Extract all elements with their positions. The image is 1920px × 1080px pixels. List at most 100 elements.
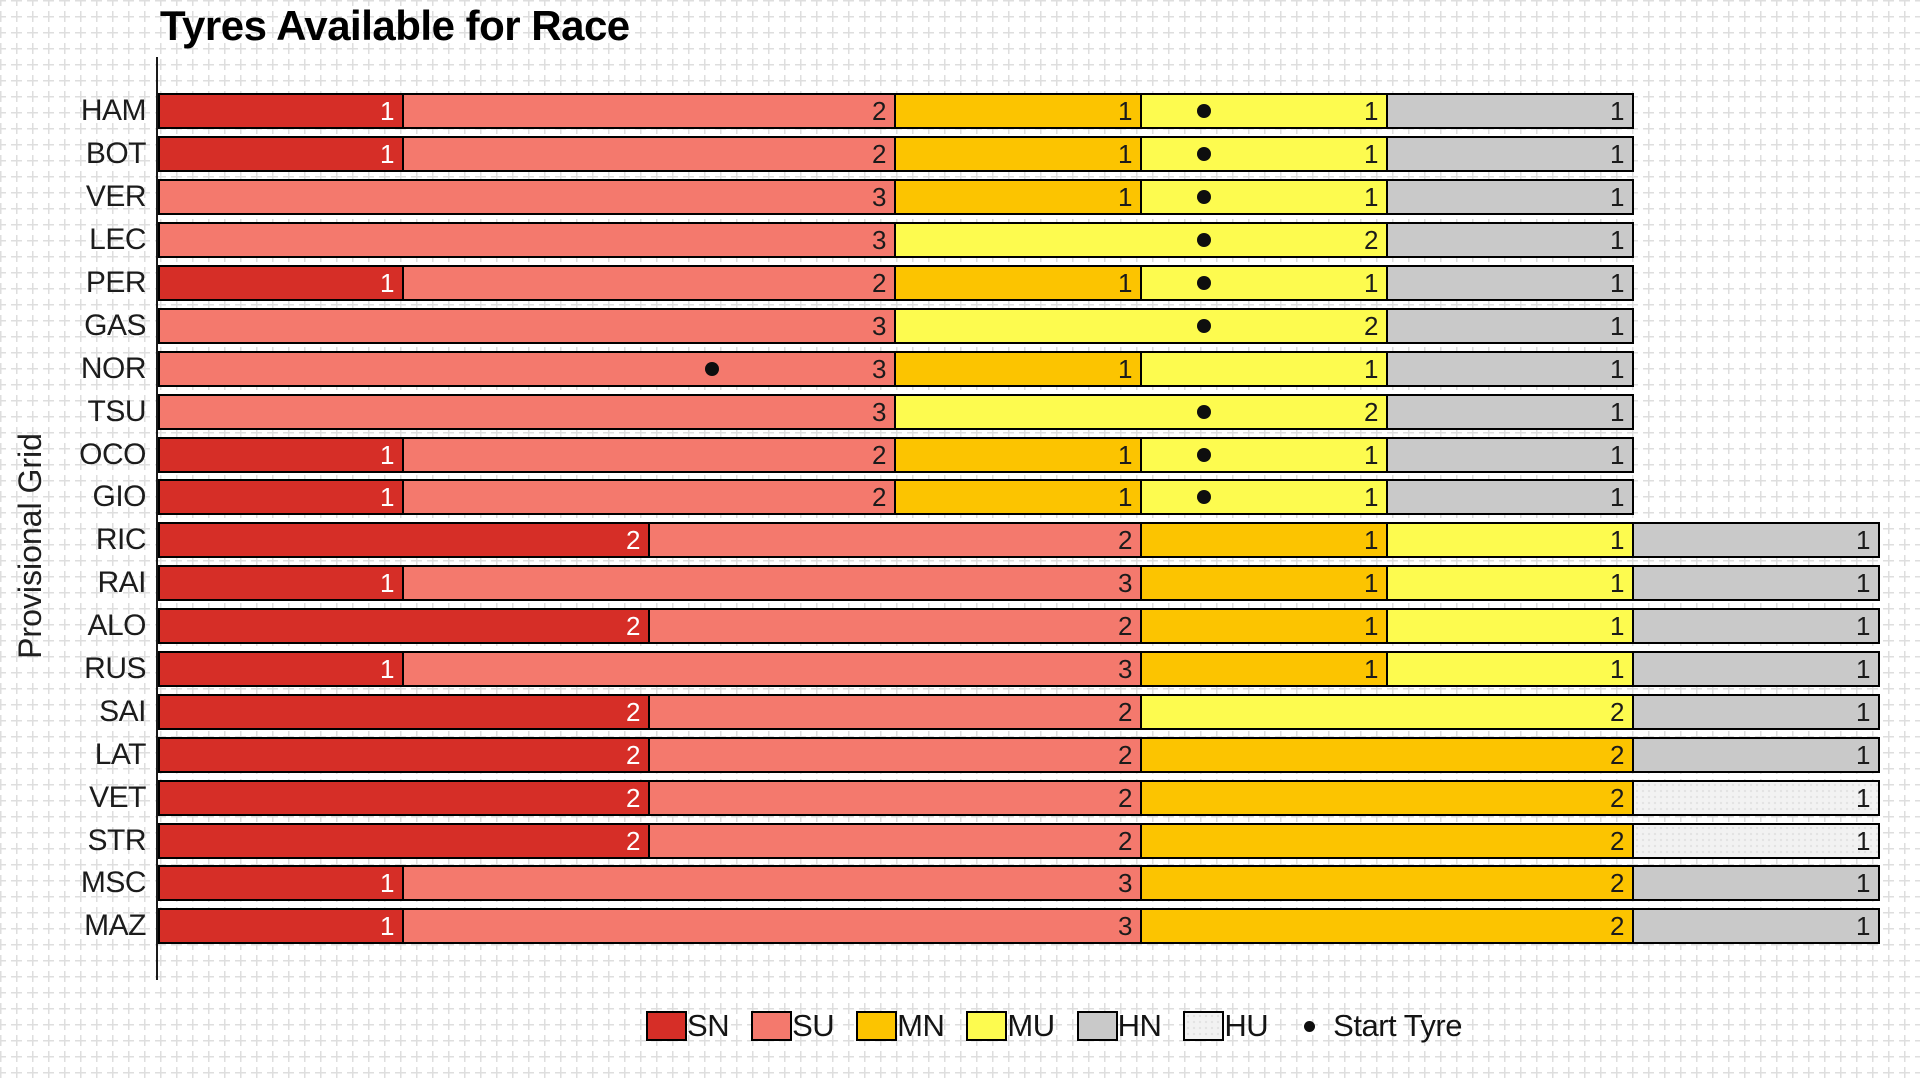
tyre-bar: 3 2 1 [158,222,1634,259]
legend-item-hu: HU [1183,1008,1269,1044]
tyre-segment-hu: 1 [1631,822,1880,859]
tyre-count-label: 1 [1610,268,1624,298]
tyre-count-label: 1 [1364,96,1378,127]
tyre-count-label: 1 [1610,225,1624,256]
start-tyre-dot-icon [1196,190,1211,205]
legend-swatch-hn [1076,1011,1118,1041]
tyre-count-label: 1 [1610,568,1624,599]
driver-label: RAI [97,566,146,600]
tyre-segment-su: 2 [401,436,896,473]
tyre-bar: 1 2 1 1 1 [158,136,1634,173]
tyre-count-label: 1 [1856,611,1870,642]
tyre-count-label: 2 [1610,868,1624,899]
tyre-segment-hn: 1 [1385,436,1634,473]
driver-label: SAI [99,694,146,728]
legend-swatch-sn [646,1011,688,1041]
start-tyre-dot-icon [1196,147,1211,162]
tyre-count-label: 2 [1610,825,1624,856]
legend-item-su: SU [751,1008,835,1044]
tyre-count-label: 1 [1856,911,1870,942]
tyre-segment-mu: 1 [1139,436,1388,473]
tyre-count-label: 1 [380,654,394,685]
tyre-count-label: 1 [1856,525,1870,556]
legend-swatch-mn [856,1011,898,1041]
tyre-bar: 1 2 1 1 1 [158,479,1634,516]
tyre-segment-hn: 1 [1631,865,1880,902]
tyre-segment-sn: 1 [158,565,404,602]
tyre-segment-mn: 2 [1139,779,1634,816]
legend-item-mu: MU [966,1008,1055,1044]
driver-row: HAM 1 2 1 1 1 [0,90,1920,133]
tyre-count-label: 1 [1364,654,1378,685]
tyre-count-label: 1 [1610,182,1624,213]
tyre-count-label: 1 [1856,696,1870,727]
tyre-count-label: 1 [1118,182,1132,213]
tyre-segment-mu: 1 [1139,265,1388,301]
tyre-segment-hn: 1 [1385,393,1634,430]
driver-row: SAI 2 2 2 1 [0,690,1920,733]
tyre-bar: 1 3 1 1 1 [158,565,1880,602]
tyre-segment-hn: 1 [1385,307,1634,344]
tyre-count-label: 1 [1610,139,1624,170]
tyre-count-label: 2 [1118,696,1132,727]
driver-row: GIO 1 2 1 1 1 [0,476,1920,519]
tyre-count-label: 2 [626,739,640,770]
tyre-count-label: 1 [1610,396,1624,427]
tyre-segment-mu: 1 [1139,479,1388,516]
tyre-segment-su: 2 [647,822,1142,859]
tyre-count-label: 3 [1118,868,1132,899]
driver-row: VET 2 2 2 1 [0,776,1920,819]
tyre-segment-sn: 1 [158,908,404,945]
tyre-count-label: 1 [380,96,394,127]
tyre-count-label: 1 [1364,182,1378,213]
tyre-segment-su: 3 [158,179,896,216]
bars-area: HAM 1 2 1 1 1 BOT 1 2 1 1 1 VER 3 1 1 1 LEC 3 2 1 PER 1 2 1 1 1 GAS… [0,90,1920,948]
driver-row: STR 2 2 2 1 [0,819,1920,862]
tyre-segment-mu: 2 [893,222,1388,259]
tyre-segment-hn: 1 [1631,565,1880,602]
driver-label: ALO [87,609,146,643]
tyre-segment-mu: 1 [1385,608,1634,645]
tyre-segment-sn: 2 [158,779,650,816]
tyre-segment-su: 3 [158,222,896,259]
start-tyre-dot-icon [1196,490,1211,505]
tyre-segment-sn: 1 [158,651,404,688]
tyre-count-label: 1 [1610,353,1624,384]
tyre-segment-su: 2 [647,608,1142,645]
tyre-segment-sn: 1 [158,93,404,130]
start-tyre-dot-icon [1196,404,1211,419]
tyre-count-label: 1 [1610,310,1624,341]
tyre-segment-mn: 1 [893,136,1142,173]
tyre-count-label: 3 [872,182,886,213]
tyre-segment-hn: 1 [1385,479,1634,516]
driver-label: VER [85,180,147,214]
tyre-segment-hn: 1 [1631,908,1880,945]
tyre-segment-mn: 1 [1139,565,1388,602]
tyre-segment-sn: 1 [158,865,404,902]
driver-row: LAT 2 2 2 1 [0,733,1920,776]
start-tyre-label: Start Tyre [1333,1008,1462,1043]
tyre-count-label: 1 [1856,654,1870,685]
driver-label: STR [87,823,147,857]
legend-label-mu: MU [1007,1008,1055,1043]
tyre-segment-hn: 1 [1631,736,1880,773]
tyre-segment-su: 3 [158,393,896,430]
start-tyre-dot-icon [1196,233,1211,248]
tyre-count-label: 1 [1364,482,1378,513]
tyre-count-label: 3 [872,225,886,256]
tyre-segment-hn: 1 [1631,693,1880,730]
tyre-count-label: 1 [1364,525,1378,556]
driver-label: NOR [80,351,147,385]
tyre-bar: 1 3 1 1 1 [158,651,1880,688]
tyre-count-label: 1 [1856,825,1870,856]
tyre-segment-sn: 2 [158,693,650,730]
tyre-count-label: 1 [1856,868,1870,899]
tyre-segment-hn: 1 [1385,265,1634,301]
tyre-segment-su: 2 [647,779,1142,816]
tyre-count-label: 2 [626,525,640,556]
tyre-segment-hu: 1 [1631,779,1880,816]
tyre-segment-hn: 1 [1385,93,1634,130]
tyre-segment-su: 2 [647,736,1142,773]
tyre-segment-su: 3 [158,307,896,344]
tyre-segment-su: 2 [647,693,1142,730]
